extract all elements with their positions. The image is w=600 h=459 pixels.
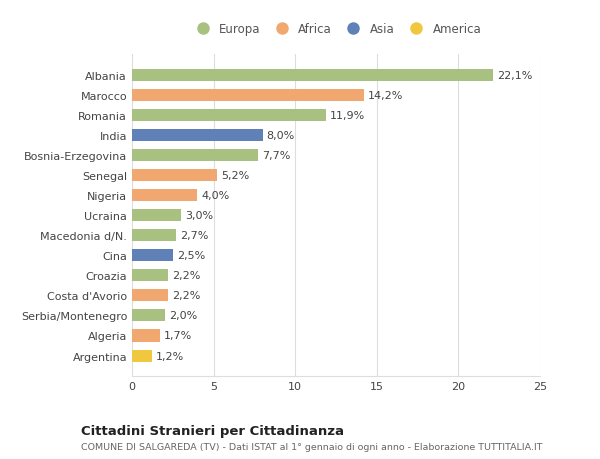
Text: 2,5%: 2,5% — [177, 251, 205, 261]
Text: 11,9%: 11,9% — [330, 111, 365, 121]
Text: 7,7%: 7,7% — [262, 151, 290, 161]
Text: 3,0%: 3,0% — [185, 211, 213, 221]
Text: COMUNE DI SALGAREDA (TV) - Dati ISTAT al 1° gennaio di ogni anno - Elaborazione : COMUNE DI SALGAREDA (TV) - Dati ISTAT al… — [81, 442, 542, 451]
Bar — [132, 210, 181, 222]
Bar — [132, 230, 176, 242]
Text: 2,0%: 2,0% — [169, 311, 197, 321]
Bar — [132, 70, 493, 82]
Bar — [132, 330, 160, 342]
Bar — [132, 150, 257, 162]
Bar — [132, 310, 164, 322]
Bar — [132, 290, 168, 302]
Bar — [132, 270, 168, 282]
Text: 8,0%: 8,0% — [266, 131, 295, 141]
Text: 2,2%: 2,2% — [172, 271, 200, 281]
Bar — [132, 130, 263, 142]
Bar — [132, 90, 364, 102]
Legend: Europa, Africa, Asia, America: Europa, Africa, Asia, America — [187, 19, 485, 39]
Bar — [132, 250, 173, 262]
Bar — [132, 350, 152, 362]
Text: 14,2%: 14,2% — [368, 91, 403, 101]
Text: 22,1%: 22,1% — [497, 71, 532, 81]
Text: Cittadini Stranieri per Cittadinanza: Cittadini Stranieri per Cittadinanza — [81, 425, 344, 437]
Text: 2,2%: 2,2% — [172, 291, 200, 301]
Text: 1,7%: 1,7% — [164, 331, 192, 341]
Bar — [132, 110, 326, 122]
Text: 1,2%: 1,2% — [155, 351, 184, 361]
Text: 5,2%: 5,2% — [221, 171, 249, 181]
Text: 4,0%: 4,0% — [202, 191, 230, 201]
Bar — [132, 170, 217, 182]
Text: 2,7%: 2,7% — [180, 231, 209, 241]
Bar — [132, 190, 197, 202]
